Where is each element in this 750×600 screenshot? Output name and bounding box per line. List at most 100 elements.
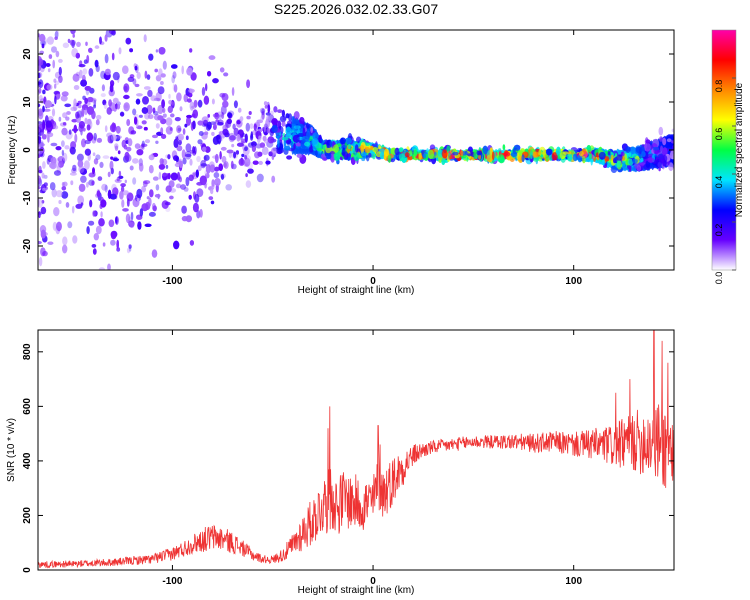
heatmap-cell xyxy=(92,167,95,175)
heatmap-cell xyxy=(616,154,623,161)
heatmap-cell xyxy=(60,95,68,102)
heatmap-cell xyxy=(116,135,122,139)
heatmap-cell xyxy=(533,151,539,158)
heatmap-cell xyxy=(183,93,189,103)
heatmap-cell xyxy=(56,221,62,232)
heatmap-cell xyxy=(213,124,217,130)
heatmap-cell xyxy=(162,172,168,177)
heatmap-cell xyxy=(360,144,365,152)
heatmap-cell xyxy=(545,153,549,162)
heatmap-cell xyxy=(144,223,152,227)
heatmap-cell xyxy=(129,48,134,53)
heatmap-cell xyxy=(365,142,370,147)
heatmap-cell xyxy=(143,180,151,185)
heatmap-cell xyxy=(233,151,237,159)
heatmap-cell xyxy=(220,146,227,151)
heatmap-cell xyxy=(130,211,134,221)
spectrogram-heatmap xyxy=(38,30,674,270)
heatmap-cell xyxy=(173,138,179,148)
heatmap-cell xyxy=(72,164,77,172)
heatmap-cell xyxy=(210,200,215,205)
heatmap-cell xyxy=(221,155,227,164)
heatmap-cell xyxy=(70,30,76,35)
heatmap-cell xyxy=(188,174,194,182)
heatmap-cell xyxy=(54,30,59,39)
heatmap-cell xyxy=(647,157,655,163)
heatmap-cell xyxy=(112,71,120,81)
heatmap-cell xyxy=(141,185,147,193)
heatmap-cell xyxy=(182,157,187,165)
heatmap-cell xyxy=(199,175,207,186)
heatmap-cell xyxy=(104,53,109,64)
heatmap-cell xyxy=(88,220,95,226)
heatmap-cell xyxy=(92,152,96,156)
heatmap-cell xyxy=(76,153,84,162)
heatmap-cell xyxy=(126,247,131,254)
heatmap-cell xyxy=(271,175,276,183)
heatmap-cell xyxy=(157,115,164,121)
heatmap-cell xyxy=(245,173,248,178)
heatmap-cell xyxy=(46,36,55,45)
heatmap-cell xyxy=(75,113,82,123)
heatmap-cell xyxy=(161,134,167,139)
heatmap-cell xyxy=(207,71,212,77)
heatmap-cell xyxy=(88,47,93,53)
heatmap-cell xyxy=(38,87,42,94)
heatmap-cell xyxy=(86,181,89,188)
heatmap-cell xyxy=(38,169,43,174)
x-tick-label: -100 xyxy=(162,576,182,587)
heatmap-cell xyxy=(115,125,121,134)
heatmap-cell xyxy=(233,100,238,109)
heatmap-cell xyxy=(65,202,70,208)
heatmap-cell xyxy=(41,134,47,140)
heatmap-cell xyxy=(69,172,77,176)
heatmap-cell xyxy=(165,185,172,193)
heatmap-cell xyxy=(68,129,72,135)
heatmap-cell xyxy=(38,256,43,267)
heatmap-cell xyxy=(236,120,241,125)
heatmap-cell xyxy=(277,138,280,148)
heatmap-cell xyxy=(132,78,137,85)
heatmap-cell xyxy=(76,41,81,48)
heatmap-cell xyxy=(60,95,68,102)
heatmap-cell xyxy=(666,138,672,143)
heatmap-cell xyxy=(86,132,94,142)
heatmap-cell xyxy=(78,121,85,129)
heatmap-cell xyxy=(252,160,259,165)
heatmap-cell xyxy=(54,83,57,89)
heatmap-cell xyxy=(53,170,62,176)
heatmap-cell xyxy=(185,135,189,141)
heatmap-cell xyxy=(58,58,63,63)
heatmap-cell xyxy=(38,143,46,147)
heatmap-cell xyxy=(115,216,118,224)
heatmap-cell xyxy=(226,118,232,125)
y-tick-label: 200 xyxy=(22,507,33,524)
heatmap-cell xyxy=(93,99,97,107)
heatmap-cell xyxy=(551,152,558,161)
heatmap-cell xyxy=(40,229,46,239)
heatmap-cell xyxy=(120,112,125,117)
heatmap-cell xyxy=(93,233,100,241)
heatmap-cell xyxy=(218,163,223,171)
heatmap-cell xyxy=(285,113,290,119)
heatmap-cell xyxy=(262,135,267,142)
heatmap-cell xyxy=(312,137,319,147)
heatmap-cell xyxy=(38,81,42,85)
heatmap-cell xyxy=(257,151,263,157)
heatmap-cell xyxy=(117,75,120,84)
heatmap-cell xyxy=(422,154,427,159)
y-tick-label: 400 xyxy=(22,452,33,469)
heatmap-cell xyxy=(119,111,125,117)
heatmap-cell xyxy=(427,149,434,159)
colorbar-ticks: 0.0 0.2 0.4 0.6 0.8 xyxy=(714,77,736,284)
heatmap-cell xyxy=(43,108,51,112)
heatmap-cell xyxy=(130,130,137,135)
heatmap-cell xyxy=(240,138,247,144)
heatmap-cell xyxy=(143,34,147,43)
heatmap-cell xyxy=(326,139,333,148)
heatmap-cell xyxy=(176,171,181,181)
heatmap-cell xyxy=(144,139,151,144)
heatmap-cell xyxy=(635,146,643,154)
heatmap-cell xyxy=(249,123,254,129)
heatmap-cell xyxy=(150,95,157,102)
